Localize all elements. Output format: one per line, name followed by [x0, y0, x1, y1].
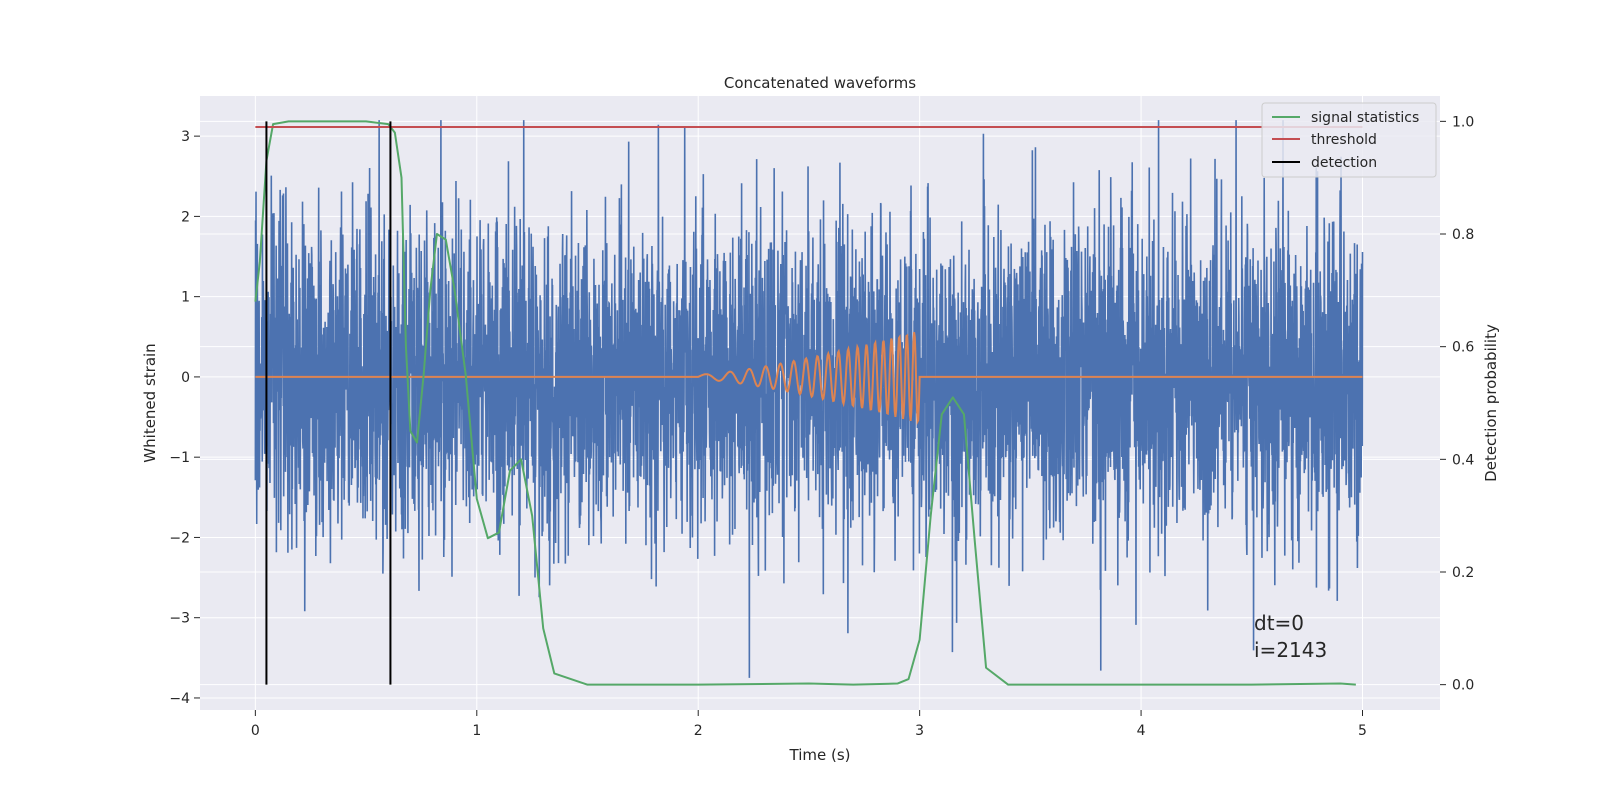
y-tick-label: 2 — [181, 209, 190, 225]
legend-box — [1261, 102, 1437, 178]
x-tick-label: 2 — [694, 723, 703, 739]
probability-series — [254, 120, 1363, 686]
template-series — [255, 332, 1363, 426]
x-tick-label: 1 — [472, 723, 481, 739]
template-line — [255, 332, 1363, 426]
y-tick-label: 1 — [181, 290, 190, 306]
y2-tick-label: 0.0 — [1452, 678, 1474, 694]
legend-label-signal-statistics: signal statistics — [1311, 110, 1419, 126]
signal-statistics-line — [254, 120, 1356, 686]
y2-axis-label: Detection probability — [1482, 324, 1500, 482]
y2-tick-label: 1.0 — [1452, 114, 1474, 130]
x-tick-label: 5 — [1358, 723, 1367, 739]
annotation-i: i=2143 — [1254, 638, 1327, 662]
y-tick-label: 0 — [181, 370, 190, 386]
legend-label-threshold: threshold — [1311, 132, 1377, 148]
y-axis-label: Whitened strain — [141, 343, 159, 462]
y2-tick-label: 0.8 — [1452, 227, 1474, 243]
chart-title: Concatenated waveforms — [724, 74, 916, 92]
y-tick-label: −1 — [169, 450, 190, 466]
y-tick-label: −2 — [169, 530, 190, 546]
x-tick-label: 4 — [1137, 723, 1146, 739]
y2-tick-label: 0.2 — [1452, 565, 1474, 581]
x-axis-label: Time (s) — [789, 746, 851, 764]
legend-label-detection: detection — [1311, 155, 1377, 171]
x-tick-label: 3 — [915, 723, 924, 739]
y-tick-label: 3 — [181, 129, 190, 145]
annotation-dt: dt=0 — [1254, 611, 1304, 635]
y2-tick-label: 0.4 — [1452, 452, 1474, 468]
strain-line — [254, 120, 1364, 678]
legend: signal statistics threshold detection — [1261, 102, 1437, 178]
y2-tick-label: 0.6 — [1452, 340, 1474, 356]
y-tick-label: −3 — [169, 611, 190, 627]
strain-series — [254, 120, 1364, 678]
y-tick-label: −4 — [169, 691, 190, 707]
ticks: 0 1 2 3 4 5 −4 −3 −2 −1 0 1 2 3 0.0 0.2 0.4 0.6 0.8 1.0 — [169, 114, 1474, 739]
x-tick-label: 0 — [251, 723, 260, 739]
